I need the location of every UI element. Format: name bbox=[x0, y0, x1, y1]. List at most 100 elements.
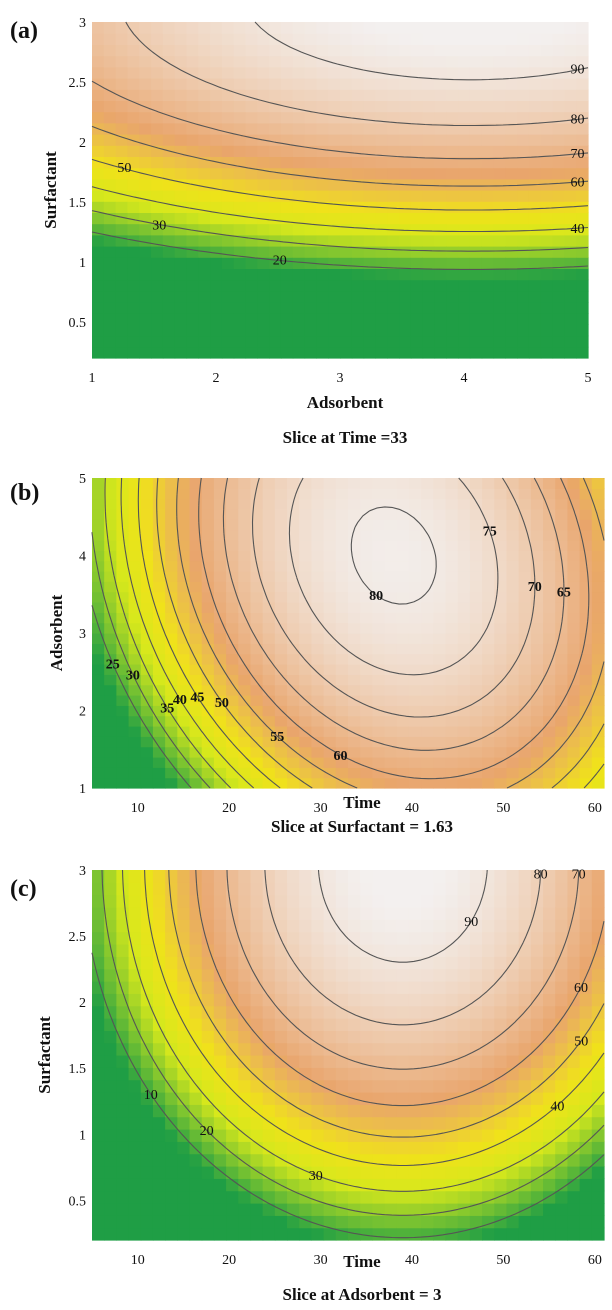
heatmap-cell bbox=[433, 684, 447, 696]
heatmap-cell bbox=[162, 167, 176, 180]
heatmap-cell bbox=[340, 223, 353, 236]
heatmap-cell bbox=[469, 22, 483, 34]
heatmap-cell bbox=[433, 1092, 447, 1105]
heatmap-cell bbox=[567, 1166, 581, 1179]
heatmap-cell bbox=[233, 122, 247, 135]
heatmap-cell bbox=[226, 931, 239, 945]
heatmap-cell bbox=[399, 346, 412, 359]
heatmap-cell bbox=[518, 919, 532, 933]
heatmap-cell bbox=[384, 1178, 398, 1192]
heatmap-cell bbox=[116, 907, 130, 920]
heatmap-cell bbox=[201, 612, 215, 624]
heatmap-cell bbox=[363, 111, 377, 124]
heatmap-cell bbox=[408, 581, 422, 593]
heatmap-cell bbox=[469, 1203, 483, 1216]
heatmap-cell bbox=[530, 633, 544, 644]
heatmap-cell bbox=[591, 571, 605, 582]
heatmap-cell bbox=[104, 907, 117, 920]
heatmap-cell bbox=[387, 257, 400, 269]
heatmap-cell bbox=[165, 705, 178, 717]
heatmap-cell bbox=[528, 22, 542, 34]
heatmap-cell bbox=[274, 684, 288, 696]
heatmap-cell bbox=[387, 22, 400, 34]
heatmap-cell bbox=[482, 529, 495, 541]
heatmap-cell bbox=[457, 560, 471, 572]
heatmap-cell bbox=[226, 1030, 239, 1044]
slice-caption: Slice at Adsorbent = 3 bbox=[283, 1285, 442, 1304]
heatmap-cell bbox=[323, 944, 337, 957]
heatmap-cell bbox=[506, 1042, 520, 1056]
heatmap-cell bbox=[591, 767, 605, 779]
heatmap-cell bbox=[363, 145, 377, 157]
heatmap-cell bbox=[591, 715, 605, 727]
heatmap-cell bbox=[128, 529, 142, 541]
heatmap-cell bbox=[518, 1227, 532, 1241]
heatmap-cell bbox=[189, 736, 203, 748]
heatmap-cell bbox=[245, 268, 258, 281]
heatmap-cell bbox=[226, 981, 239, 994]
heatmap-cell bbox=[576, 55, 589, 68]
heatmap-cell bbox=[151, 246, 164, 258]
heatmap-cell bbox=[201, 1215, 215, 1229]
heatmap-cell bbox=[482, 1166, 495, 1179]
heatmap-cell bbox=[579, 907, 593, 920]
heatmap-cell bbox=[482, 674, 495, 686]
heatmap-cell bbox=[262, 498, 276, 510]
heatmap-cell bbox=[494, 1178, 508, 1192]
heatmap-cell bbox=[591, 931, 605, 945]
heatmap-cell bbox=[139, 134, 152, 146]
heatmap-cell bbox=[250, 1067, 264, 1081]
heatmap-cell bbox=[481, 122, 495, 135]
heatmap-cell bbox=[250, 622, 264, 634]
heatmap-cell bbox=[482, 602, 495, 613]
heatmap-cell bbox=[162, 178, 176, 191]
heatmap-cell bbox=[140, 767, 154, 779]
heatmap-cell bbox=[372, 602, 386, 613]
heatmap-cell bbox=[469, 715, 483, 727]
heatmap-cell bbox=[292, 122, 306, 135]
heatmap-cell bbox=[555, 571, 569, 582]
heatmap-cell bbox=[384, 653, 398, 665]
heatmap-cell bbox=[152, 684, 166, 696]
heatmap-cell bbox=[469, 674, 483, 686]
heatmap-cell bbox=[274, 478, 288, 489]
heatmap-cell bbox=[372, 653, 386, 665]
heatmap-cell bbox=[198, 22, 211, 34]
heatmap-cell bbox=[579, 1215, 593, 1229]
heatmap-cell bbox=[201, 919, 215, 933]
heatmap-cell bbox=[186, 134, 199, 146]
heatmap-cell bbox=[292, 156, 306, 169]
heatmap-cell bbox=[274, 653, 288, 665]
heatmap-cell bbox=[446, 44, 459, 57]
heatmap-cell bbox=[213, 529, 227, 541]
heatmap-cell bbox=[579, 695, 593, 706]
heatmap-cell bbox=[104, 705, 117, 717]
heatmap-cell bbox=[151, 257, 164, 269]
heatmap-cell bbox=[518, 550, 532, 562]
heatmap-cell bbox=[506, 894, 520, 908]
heatmap-cell bbox=[103, 89, 117, 101]
heatmap-cell bbox=[387, 313, 400, 325]
heatmap-cell bbox=[567, 1018, 581, 1031]
heatmap-cell bbox=[198, 134, 211, 146]
heatmap-cell bbox=[396, 571, 410, 582]
heatmap-cell bbox=[555, 519, 569, 531]
heatmap-cell bbox=[328, 44, 341, 57]
heatmap-cell bbox=[384, 1055, 398, 1068]
heatmap-cell bbox=[328, 223, 341, 236]
heatmap-cell bbox=[530, 1042, 544, 1056]
heatmap-cell bbox=[323, 968, 337, 982]
heatmap-cell bbox=[493, 201, 506, 213]
heatmap-cell bbox=[292, 190, 306, 202]
heatmap-cell bbox=[469, 257, 483, 269]
heatmap-cell bbox=[213, 1005, 227, 1019]
heatmap-cell bbox=[245, 167, 258, 180]
heatmap-cell bbox=[152, 1215, 166, 1229]
heatmap-cell bbox=[458, 246, 471, 258]
heatmap-cell bbox=[445, 1042, 459, 1056]
heatmap-cell bbox=[458, 190, 471, 202]
heatmap-cell bbox=[198, 313, 211, 325]
heatmap-cell bbox=[103, 55, 117, 68]
heatmap-cell bbox=[433, 705, 447, 717]
heatmap-cell bbox=[257, 78, 270, 90]
